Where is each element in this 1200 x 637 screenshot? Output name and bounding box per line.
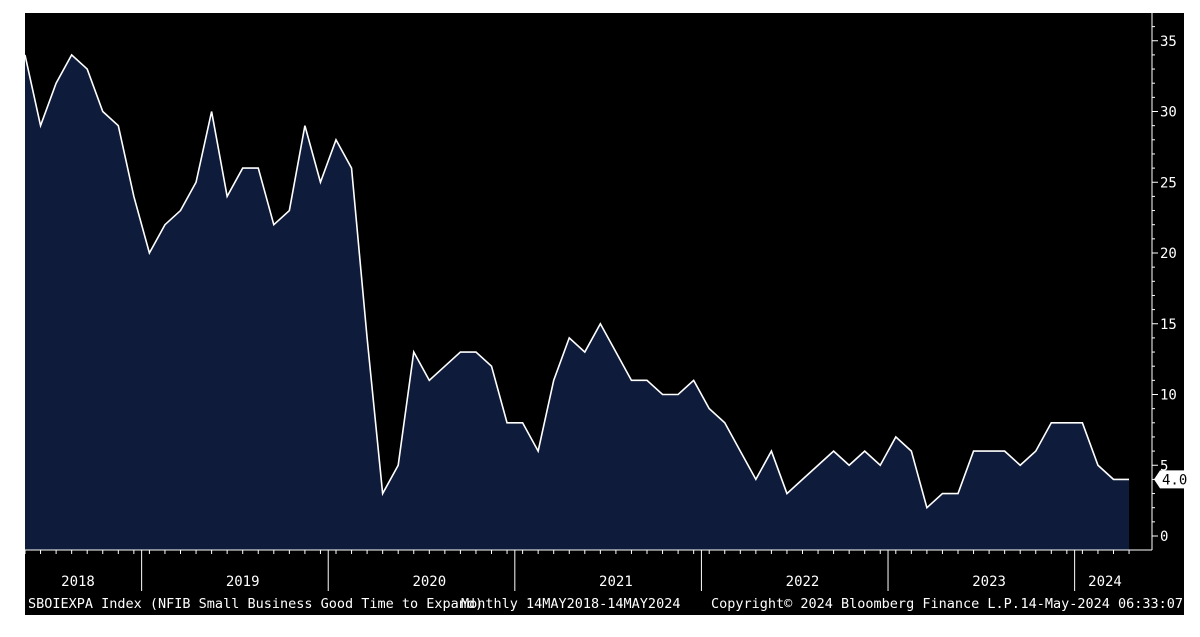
y-tick-label: 0 <box>1160 529 1168 545</box>
x-tick-label: 2020 <box>412 574 446 590</box>
y-tick-label: 25 <box>1160 175 1177 191</box>
footer-copyright: Copyright© 2024 Bloomberg Finance L.P. <box>711 596 1020 612</box>
y-axis: 0 5 10 15 20 25 30 35 4.0 <box>1151 13 1187 550</box>
x-tick-label: 2023 <box>972 574 1006 590</box>
footer-timestamp: 14-May-2024 06:33:07 <box>1020 596 1183 612</box>
series-line <box>24 53 1130 510</box>
y-tick-label: 20 <box>1160 246 1177 262</box>
y-tick-label: 5 <box>1160 458 1168 474</box>
x-tick-label: 2021 <box>599 574 633 590</box>
y-tick-label: 30 <box>1160 105 1177 121</box>
x-tick-label: 2019 <box>226 574 260 590</box>
footer-ticker-description: SBOIEXPA Index (NFIB Small Business Good… <box>28 596 483 612</box>
chart-footer: SBOIEXPA Index (NFIB Small Business Good… <box>28 596 1183 612</box>
x-tick-label: 2018 <box>61 574 95 590</box>
last-value-label: 4.0 <box>1162 472 1187 488</box>
y-tick-label: 15 <box>1160 317 1177 333</box>
footer-range: Monthly 14MAY2018-14MAY2024 <box>461 596 680 612</box>
last-value-badge <box>1154 470 1186 489</box>
y-tick-label: 35 <box>1160 34 1177 50</box>
x-axis: 2018 2019 2020 2021 2022 2023 2024 <box>24 549 1152 591</box>
y-tick-label: 10 <box>1160 388 1177 404</box>
x-tick-label: 2022 <box>786 574 820 590</box>
x-tick-label: 2024 <box>1088 574 1122 590</box>
series-area <box>25 54 1130 551</box>
plot-area <box>24 53 1130 551</box>
